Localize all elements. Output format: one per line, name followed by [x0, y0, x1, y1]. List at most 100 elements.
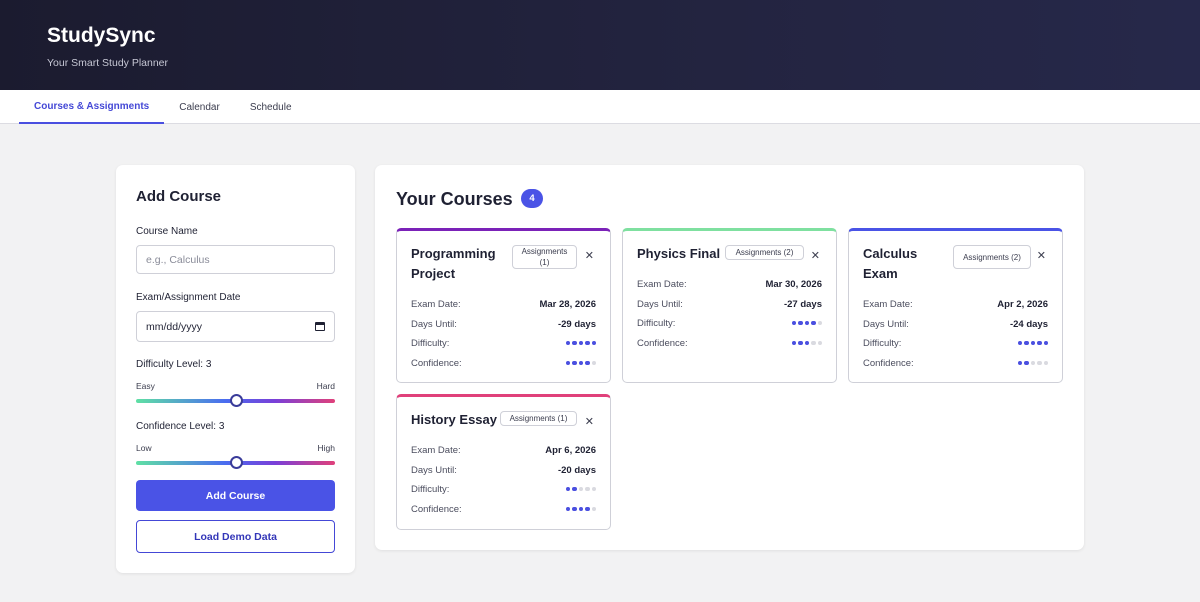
date-input-value: mm/dd/yyyy	[146, 320, 203, 333]
course-title: Programming Project	[411, 246, 496, 281]
difficulty-label: Difficulty:	[637, 317, 676, 329]
difficulty-label: Difficulty:	[411, 337, 450, 349]
rating-dot	[804, 340, 809, 346]
rating-dot	[804, 320, 809, 326]
difficulty-label: Difficulty:	[863, 337, 902, 349]
rating-dot	[811, 320, 816, 326]
confidence-rating	[565, 506, 596, 512]
exam-date-value: Mar 28, 2026	[539, 298, 596, 310]
rating-dot	[572, 486, 577, 492]
exam-date-row: Exam Date: Mar 30, 2026	[637, 277, 822, 291]
exam-date-value: Apr 6, 2026	[545, 444, 596, 456]
confidence-row: Confidence:	[637, 336, 822, 350]
rating-dot	[565, 506, 570, 512]
rating-dot	[591, 340, 596, 346]
course-name-label: Course Name	[136, 226, 198, 237]
load-demo-data-button[interactable]: Load Demo Data	[136, 520, 335, 553]
confidence-rating	[565, 360, 596, 366]
close-icon[interactable]: ✕	[584, 250, 594, 262]
rating-dot	[817, 320, 822, 326]
assignments-badge[interactable]: Assignments (2)	[953, 245, 1031, 269]
assignments-badge[interactable]: Assignments (1)	[512, 245, 577, 269]
rating-dot	[791, 340, 796, 346]
days-until-label: Days Until:	[637, 298, 683, 310]
difficulty-rating	[565, 340, 596, 346]
difficulty-label: Difficulty:	[411, 483, 450, 495]
confidence-range-labels: Low High	[136, 443, 335, 453]
confidence-slider[interactable]	[136, 456, 335, 469]
course-title: History Essay	[411, 412, 497, 427]
courses-panel: Your Courses 4 Programming Project Assig…	[375, 165, 1084, 550]
course-title: Calculus Exam	[863, 246, 918, 281]
rating-dot	[565, 340, 570, 346]
exam-date-value: Apr 2, 2026	[997, 298, 1048, 310]
rating-dot	[791, 320, 796, 326]
app-title: StudySync	[47, 24, 156, 47]
rating-dot	[1024, 340, 1029, 346]
course-card[interactable]: Calculus Exam Assignments (2) ✕ Exam Dat…	[848, 228, 1063, 383]
rating-dot	[572, 506, 577, 512]
rating-dot	[578, 360, 583, 366]
close-icon[interactable]: ✕	[810, 250, 820, 262]
rating-dot	[1024, 360, 1029, 366]
rating-dot	[578, 506, 583, 512]
exam-date-row: Exam Date: Apr 2, 2026	[863, 297, 1048, 311]
assignments-badge[interactable]: Assignments (2)	[725, 245, 804, 260]
rating-dot	[1037, 360, 1042, 366]
difficulty-slider[interactable]	[136, 394, 335, 407]
tab-bar: Courses & Assignments Calendar Schedule	[0, 90, 1200, 124]
confidence-min-label: Low	[136, 443, 152, 453]
app-header: StudySync Your Smart Study Planner	[0, 0, 1200, 90]
rating-dot	[1030, 340, 1035, 346]
exam-date-label: Exam Date:	[411, 298, 461, 310]
rating-dot	[591, 486, 596, 492]
calendar-icon[interactable]	[315, 322, 325, 331]
course-card[interactable]: Physics Final Assignments (2) ✕ Exam Dat…	[622, 228, 837, 383]
course-name-input[interactable]	[136, 245, 335, 274]
rating-dot	[1017, 340, 1022, 346]
close-icon[interactable]: ✕	[1036, 250, 1046, 262]
exam-date-value: Mar 30, 2026	[765, 278, 822, 290]
confidence-row: Confidence:	[411, 356, 596, 370]
rating-dot	[572, 360, 577, 366]
date-label: Exam/Assignment Date	[136, 292, 241, 303]
exam-date-label: Exam Date:	[863, 298, 913, 310]
rating-dot	[817, 340, 822, 346]
assignments-badge[interactable]: Assignments (1)	[500, 411, 577, 426]
exam-date-label: Exam Date:	[637, 278, 687, 290]
course-card[interactable]: Programming Project Assignments (1) ✕ Ex…	[396, 228, 611, 383]
course-count-badge: 4	[521, 189, 543, 208]
difficulty-max-label: Hard	[316, 381, 335, 391]
rating-dot	[565, 486, 570, 492]
difficulty-min-label: Easy	[136, 381, 155, 391]
rating-dot	[591, 360, 596, 366]
rating-dot	[1043, 340, 1048, 346]
difficulty-rating	[565, 486, 596, 492]
difficulty-row: Difficulty:	[411, 336, 596, 350]
app-tagline: Your Smart Study Planner	[47, 57, 169, 69]
close-icon[interactable]: ✕	[584, 416, 594, 428]
difficulty-label: Difficulty Level: 3	[136, 359, 212, 370]
courses-panel-title: Your Courses	[396, 189, 513, 209]
course-title: Physics Final	[637, 246, 721, 261]
tab-schedule[interactable]: Schedule	[249, 101, 292, 113]
date-input[interactable]: mm/dd/yyyy	[136, 311, 335, 342]
exam-date-label: Exam Date:	[411, 444, 461, 456]
rating-dot	[578, 340, 583, 346]
course-card[interactable]: History Essay Assignments (1) ✕ Exam Dat…	[396, 394, 611, 530]
days-until-label: Days Until:	[411, 318, 457, 330]
exam-date-row: Exam Date: Apr 6, 2026	[411, 443, 596, 457]
tab-calendar[interactable]: Calendar	[179, 101, 220, 113]
add-course-button[interactable]: Add Course	[136, 480, 335, 511]
confidence-slider-thumb[interactable]	[229, 456, 243, 469]
rating-dot	[798, 340, 803, 346]
days-until-value: -27 days	[783, 298, 822, 310]
days-until-row: Days Until: -20 days	[411, 463, 596, 477]
confidence-label: Confidence:	[637, 337, 688, 349]
tab-courses-assignments[interactable]: Courses & Assignments	[19, 90, 165, 124]
rating-dot	[585, 506, 590, 512]
days-until-value: -24 days	[1009, 318, 1048, 330]
difficulty-row: Difficulty:	[863, 336, 1048, 350]
difficulty-slider-thumb[interactable]	[229, 394, 243, 407]
days-until-label: Days Until:	[863, 318, 909, 330]
